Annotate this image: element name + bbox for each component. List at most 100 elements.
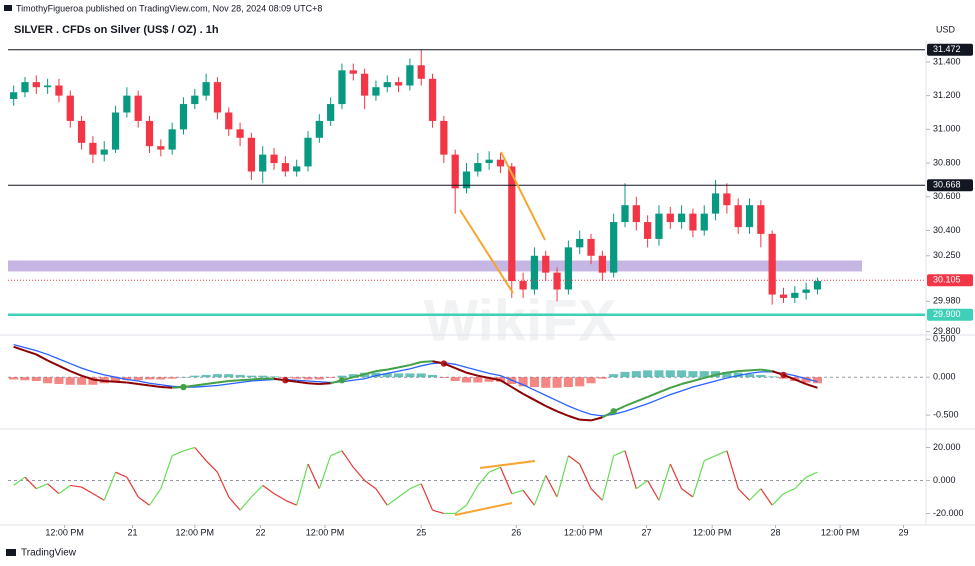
x-tick-label: 12:00 PM: [693, 527, 732, 537]
macd-segment: [658, 386, 671, 394]
oscillator-segment: [794, 476, 807, 490]
candle-body: [451, 154, 459, 189]
macd-segment: [590, 416, 603, 422]
oscillator-segment: [465, 485, 479, 506]
y-tick-label: 31.200: [933, 90, 961, 100]
macd-segment: [477, 374, 490, 379]
candle-body: [723, 193, 731, 206]
candle-body: [711, 193, 720, 214]
macd-segment: [681, 380, 694, 385]
oscillator-segment: [92, 493, 105, 501]
y-tick-label: 30.600: [933, 191, 961, 201]
y-tick-label: 30.250: [933, 250, 961, 260]
candle-body: [145, 120, 154, 147]
histogram-bar: [178, 377, 189, 378]
x-tick-label: 12:00 PM: [564, 527, 603, 537]
macd-segment: [47, 359, 60, 367]
candle-body: [655, 213, 663, 239]
candle-body: [530, 255, 539, 290]
macd-segment: [511, 386, 524, 395]
histogram-bar: [643, 370, 653, 378]
macd-segment: [647, 391, 660, 398]
candle-body: [270, 154, 278, 164]
candle-body: [66, 95, 74, 121]
histogram-bar: [518, 377, 528, 387]
histogram-bar: [201, 374, 211, 378]
candle-body: [236, 129, 244, 138]
divergence-line: [454, 502, 513, 516]
candle-body: [281, 163, 289, 172]
candle-body: [55, 85, 63, 96]
histogram-bar: [609, 374, 619, 378]
candle-body: [247, 137, 256, 172]
publisher-logo: [4, 5, 12, 11]
macd-segment: [13, 345, 26, 352]
x-tick-label: 26: [511, 527, 521, 537]
price-label-box: [927, 43, 973, 56]
macd-segment: [703, 373, 716, 379]
oscillator-segment: [81, 486, 94, 495]
macd-segment: [421, 360, 433, 364]
oscillator-segment: [432, 509, 445, 515]
candle-body: [768, 233, 776, 295]
candle-body: [394, 82, 403, 86]
oscillator-segment: [749, 488, 762, 501]
macd-segment: [115, 380, 127, 384]
oscillator-segment: [13, 476, 26, 486]
candle-body: [77, 120, 86, 143]
histogram-bar: [744, 374, 755, 378]
oscillator-segment: [647, 480, 660, 501]
candle-body: [349, 70, 357, 74]
oscillator-segment: [409, 483, 422, 490]
candle-body: [542, 255, 550, 273]
candle-body: [666, 213, 674, 223]
oscillator-segment: [330, 450, 343, 457]
candle-body: [157, 146, 165, 150]
oscillator-segment: [613, 450, 626, 457]
histogram-bar: [258, 375, 268, 378]
histogram-bar: [337, 375, 347, 378]
candle-body: [474, 163, 482, 172]
candle-body: [791, 292, 799, 298]
y-tick-label: 0.500: [933, 334, 956, 344]
y-tick-label: 29.980: [933, 296, 961, 306]
macd-segment: [24, 349, 37, 356]
histogram-bar: [405, 373, 415, 378]
x-tick-label: 21: [128, 527, 138, 537]
oscillator-segment: [488, 466, 501, 473]
cross-marker: [338, 377, 346, 384]
cross-marker: [282, 377, 289, 384]
histogram-bar: [43, 377, 53, 384]
macd-segment: [251, 377, 263, 381]
x-tick-label: 25: [416, 527, 426, 537]
macd-segment: [228, 379, 241, 382]
oscillator-segment: [454, 504, 467, 514]
candle-body: [100, 149, 108, 155]
histogram-bar: [246, 375, 256, 378]
macd-segment: [205, 381, 218, 386]
oscillator-segment: [36, 483, 48, 490]
oscillator-segment: [352, 466, 366, 481]
drawings: [454, 151, 546, 516]
plot: 31.400 31.200 31.000 30.800 30.600 30.400 30.2…: [8, 43, 973, 537]
histogram-bar: [575, 377, 585, 387]
price-label: 31.472: [933, 44, 961, 54]
macd-segment: [364, 370, 377, 376]
divergence-line: [479, 460, 536, 469]
oscillator-segment: [194, 447, 207, 462]
oscillator-segment: [273, 493, 286, 501]
x-tick-label: 12:00 PM: [306, 527, 345, 537]
candle-body: [779, 294, 788, 298]
macd-segment: [760, 368, 773, 373]
histogram-bar: [722, 371, 732, 378]
histogram-bar: [563, 377, 573, 388]
oscillator-segment: [398, 488, 411, 498]
trend-line: [459, 209, 514, 294]
histogram-bar: [326, 377, 336, 378]
oscillator-segment: [228, 496, 241, 511]
macd-segment: [296, 380, 309, 385]
oscillator-segment: [386, 496, 399, 506]
macd-segment: [466, 371, 479, 377]
macd-segment: [783, 373, 796, 381]
